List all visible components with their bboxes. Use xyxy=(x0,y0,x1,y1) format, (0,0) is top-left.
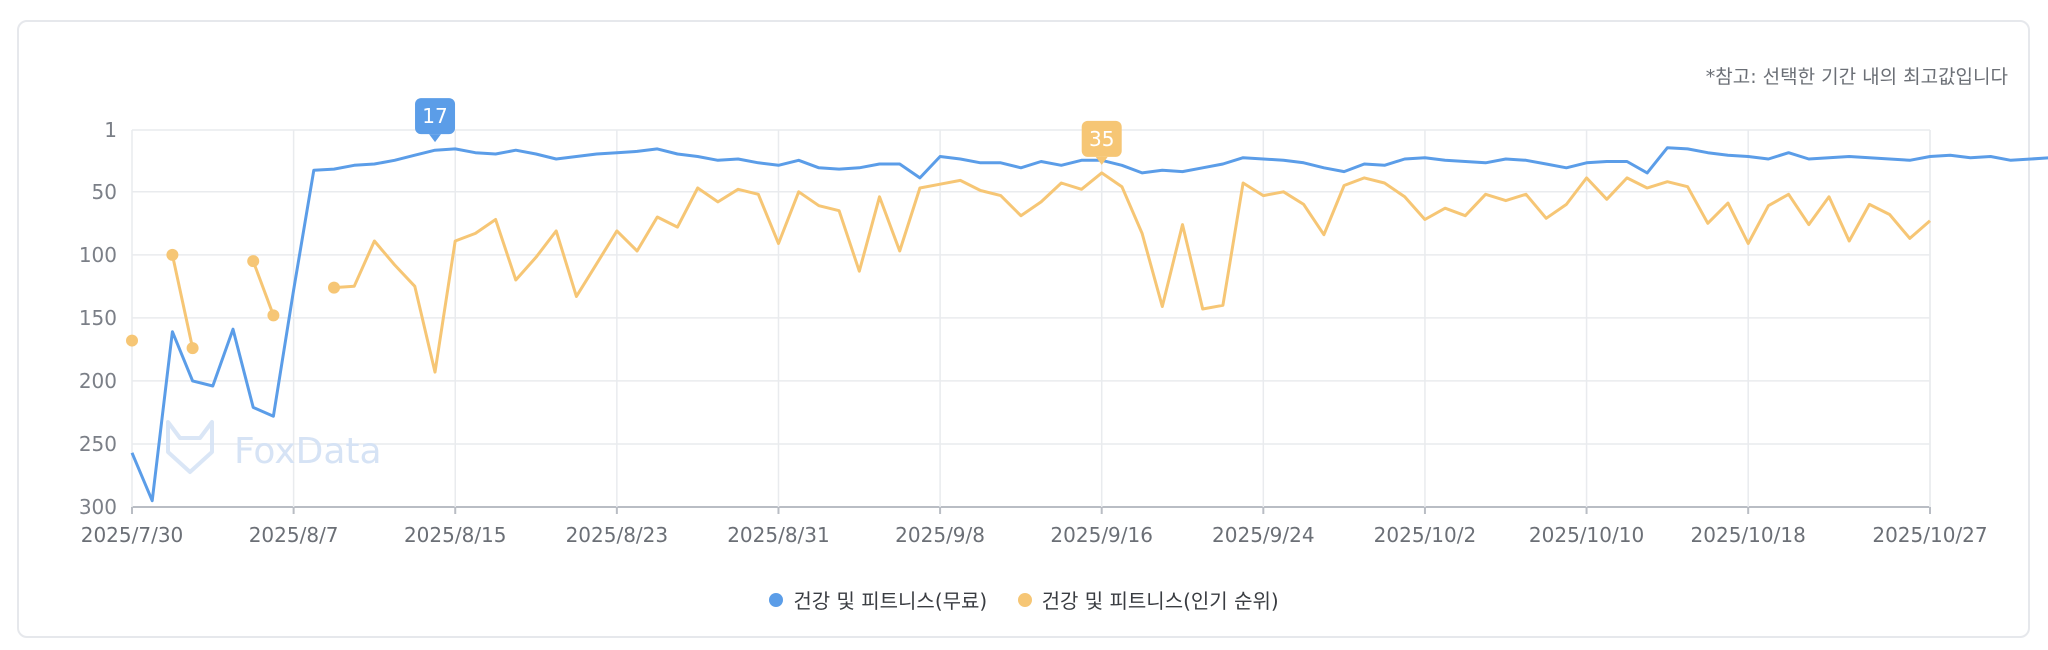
foxdata-watermark: FoxData xyxy=(166,420,382,474)
y-tick-label: 200 xyxy=(79,369,117,393)
series-point-popular[interactable] xyxy=(247,255,260,268)
x-tick-label: 2025/8/15 xyxy=(404,523,507,547)
legend-label-free: 건강 및 피트니스(무료) xyxy=(793,589,988,613)
legend-dot-free-icon xyxy=(769,592,784,607)
x-tick-label: 2025/9/8 xyxy=(895,523,985,547)
y-tick-label: 1 xyxy=(104,118,117,142)
x-tick-label: 2025/8/31 xyxy=(727,523,830,547)
x-tick-label: 2025/9/16 xyxy=(1050,523,1153,547)
fox-logo-icon xyxy=(166,420,214,474)
series-line-popular-segment[interactable] xyxy=(251,260,275,316)
chart-note: *참고: 선택한 기간 내의 최고값입니다 xyxy=(1705,66,2008,88)
watermark-text: FoxData xyxy=(234,431,382,472)
series-point-popular[interactable] xyxy=(166,248,179,261)
legend-item-popular[interactable]: 건강 및 피트니스(인기 순위) xyxy=(1017,585,1279,614)
y-tick-label: 50 xyxy=(92,180,117,204)
series-point-popular[interactable] xyxy=(186,342,199,355)
peak-tooltip-pointer xyxy=(429,134,442,143)
legend-label-popular: 건강 및 피트니스(인기 순위) xyxy=(1041,589,1279,613)
peak-tooltip-value: 17 xyxy=(422,104,447,128)
peak-tooltip-pointer xyxy=(1095,156,1108,165)
x-tick-label: 2025/8/23 xyxy=(566,523,669,547)
peak-tooltip-free: 17 xyxy=(415,98,456,143)
y-tick-label: 150 xyxy=(79,306,117,330)
y-tick-label: 100 xyxy=(79,243,117,267)
legend-dot-popular-icon xyxy=(1017,592,1032,607)
x-tick-label: 2025/10/27 xyxy=(1872,523,1987,547)
x-tick-label: 2025/10/10 xyxy=(1529,523,1644,547)
series-point-popular[interactable] xyxy=(328,281,341,294)
peak-tooltip-box xyxy=(415,98,456,135)
peak-tooltip-box xyxy=(1081,120,1122,157)
x-tick-label: 2025/7/30 xyxy=(81,523,184,547)
y-tick-label: 300 xyxy=(79,495,117,519)
series-line-free[interactable] xyxy=(130,146,2048,503)
chart-card xyxy=(17,20,2030,638)
chart-legend: 건강 및 피트니스(무료) 건강 및 피트니스(인기 순위) xyxy=(0,585,2048,614)
x-tick-label: 2025/10/2 xyxy=(1374,523,1477,547)
series-point-popular[interactable] xyxy=(267,309,280,322)
y-tick-label: 250 xyxy=(79,432,117,456)
legend-item-free[interactable]: 건강 및 피트니스(무료) xyxy=(769,585,987,614)
series-point-popular[interactable] xyxy=(126,334,138,347)
x-tick-label: 2025/8/7 xyxy=(249,523,339,547)
series-line-popular-segment[interactable] xyxy=(170,254,195,349)
x-tick-label: 2025/10/18 xyxy=(1691,523,1806,547)
x-tick-label: 2025/9/24 xyxy=(1212,523,1315,547)
peak-tooltip-popular: 35 xyxy=(1081,120,1122,165)
series-line-popular-segment[interactable] xyxy=(333,171,1931,374)
peak-tooltip-value: 35 xyxy=(1089,127,1114,151)
